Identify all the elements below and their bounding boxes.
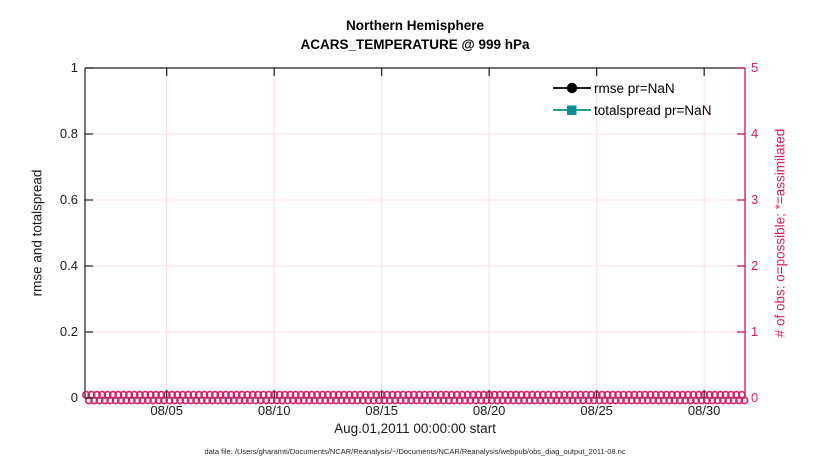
legend-label-totalspread: totalspread pr=NaN: [594, 102, 712, 118]
x-tick-label: 08/10: [257, 403, 291, 418]
x-tick-label: 08/05: [150, 403, 183, 418]
y-right-tick-label: 4: [751, 126, 759, 141]
y-right-tick-label: 3: [751, 192, 759, 207]
legend-entry-rmse: rmse pr=NaN: [553, 79, 711, 97]
totalspread-line-marker-icon: [553, 105, 591, 115]
x-axis-label: Aug.01,2011 00:00:00 start: [334, 421, 496, 436]
x-tick-label: 08/20: [472, 403, 506, 418]
y-left-tick-label: 1: [70, 60, 78, 75]
legend: rmse pr=NaN totalspread pr=NaN: [553, 79, 711, 119]
plot-title: Northern Hemisphere: [345, 18, 485, 33]
obs-assimilated-marker: [740, 396, 749, 405]
y-right-tick-label: 0: [751, 390, 759, 405]
x-tick-label: 08/30: [687, 403, 721, 418]
y-left-tick-label: 0.8: [59, 126, 78, 141]
y-axis-label-right: # of obs: o=possible; *=assimilated: [772, 128, 788, 338]
y-right-tick-label: 1: [751, 324, 759, 339]
data-file-footer: data file: /Users/gharamti/Documents/NCA…: [204, 447, 626, 456]
x-tick-label: 08/15: [365, 403, 398, 418]
plot-subtitle: ACARS_TEMPERATURE @ 999 hPa: [300, 37, 530, 52]
x-tick-label: 08/25: [580, 403, 613, 418]
y-left-tick-label: 0.2: [59, 324, 78, 339]
y-left-tick-label: 0.6: [59, 192, 78, 207]
y-right-tick-label: 5: [751, 60, 759, 75]
legend-entry-totalspread: totalspread pr=NaN: [553, 101, 711, 119]
y-left-tick-label: 0.4: [59, 258, 78, 273]
y-left-tick-label: 0: [70, 390, 78, 405]
y-right-tick-label: 2: [751, 258, 759, 273]
rmse-line-marker-icon: [553, 82, 591, 94]
legend-label-rmse: rmse pr=NaN: [594, 80, 675, 96]
y-axis-label-left: rmse and totalspread: [29, 169, 45, 297]
